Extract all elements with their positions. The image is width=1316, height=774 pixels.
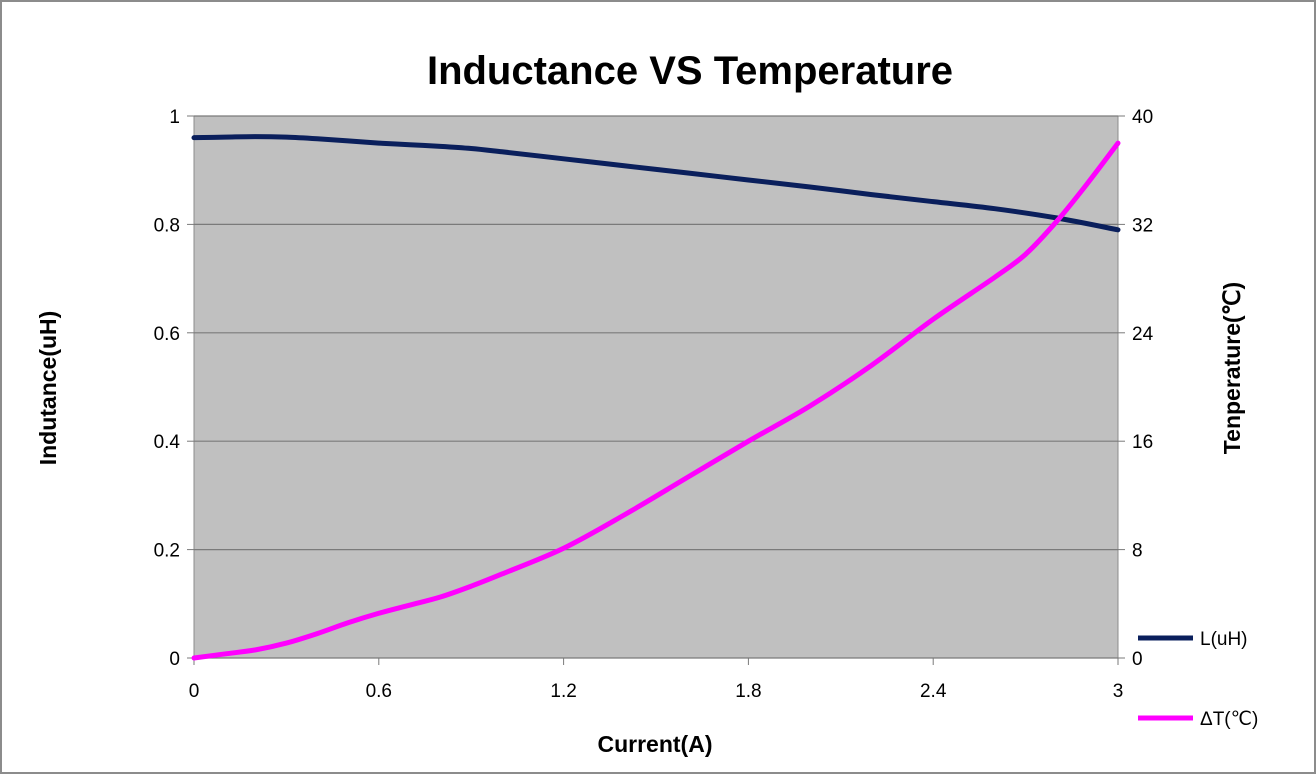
grid-lines: [194, 115, 1118, 659]
x-axis-ticks: 0 0.6 1.2 1.8 2.4 3: [189, 658, 1124, 702]
legend: L(uH) ΔT(℃): [1138, 629, 1258, 730]
chart-title: Inductance VS Temperature: [427, 49, 953, 93]
x-tick-label: 0: [189, 681, 200, 702]
x-tick-label: 2.4: [920, 681, 947, 702]
y-axis-ticks: 0 0.2 0.4 0.6 0.8 1: [154, 107, 194, 670]
y-tick-label: 0.4: [154, 432, 181, 453]
series-line-1: [191, 140, 1121, 661]
y2-tick-label: 32: [1132, 215, 1153, 236]
y2-tick-label: 8: [1132, 541, 1143, 562]
y-axis-title: Indutance(uH): [35, 311, 61, 466]
x-tick-label: 0.6: [366, 681, 392, 702]
y2-tick-label: 0: [1132, 649, 1143, 670]
x-tick-label: 3: [1113, 681, 1124, 702]
y-tick-label: 1: [169, 107, 180, 128]
y2-tick-label: 24: [1132, 324, 1154, 345]
plot-area: [193, 115, 1119, 659]
y-tick-label: 0.2: [154, 541, 180, 562]
legend-label-l: L(uH): [1200, 629, 1248, 650]
x-axis-title: Current(A): [598, 731, 713, 757]
y2-axis-title: Tenperature(℃): [1219, 282, 1245, 454]
series-line-0: [191, 134, 1121, 233]
y-tick-label: 0: [169, 649, 180, 670]
legend-label-dt: ΔT(℃): [1200, 709, 1258, 730]
series-lines: [191, 134, 1121, 661]
y2-tick-label: 16: [1132, 432, 1153, 453]
y-tick-label: 0.8: [154, 215, 180, 236]
x-tick-label: 1.8: [735, 681, 761, 702]
y2-axis-ticks: 0 8 16 24 32 40: [1118, 107, 1154, 670]
y-tick-label: 0.6: [154, 324, 180, 345]
x-tick-label: 1.2: [550, 681, 576, 702]
y2-tick-label: 40: [1132, 107, 1153, 128]
